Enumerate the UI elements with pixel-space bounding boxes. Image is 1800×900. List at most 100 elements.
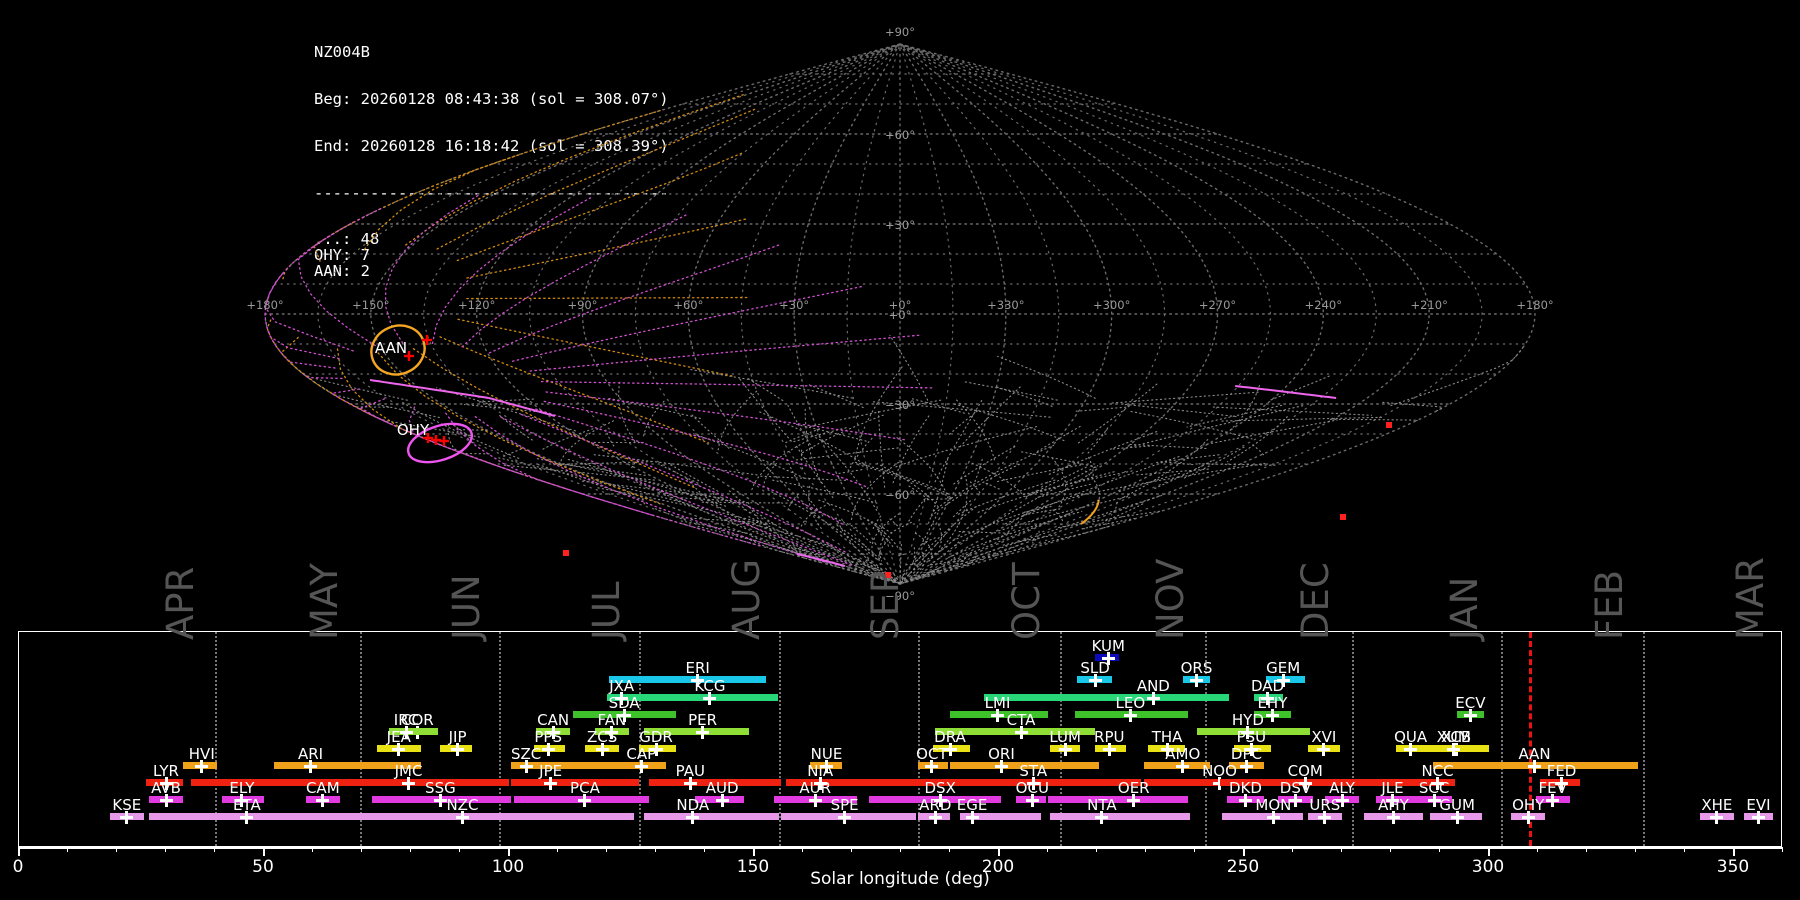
shower-peak-marker[interactable] [1555, 776, 1569, 790]
shower-peak-marker[interactable] [1335, 793, 1349, 807]
shower-peak-marker[interactable] [433, 793, 447, 807]
shower-peak-marker[interactable] [544, 776, 558, 790]
shower-peak-marker[interactable] [1088, 673, 1102, 687]
shower-peak-marker[interactable] [838, 810, 852, 824]
shower-activity-bar[interactable] [1219, 779, 1426, 786]
shower-activity-bar[interactable] [785, 779, 931, 786]
shower-peak-marker[interactable] [451, 742, 465, 756]
shower-peak-marker[interactable] [1239, 759, 1253, 773]
shower-peak-marker[interactable] [1431, 776, 1445, 790]
shower-peak-marker[interactable] [925, 759, 939, 773]
shower-activity-bar[interactable] [1221, 813, 1303, 820]
shower-peak-marker[interactable] [1266, 810, 1280, 824]
shower-peak-marker[interactable] [1317, 742, 1331, 756]
shower-peak-marker[interactable] [578, 793, 592, 807]
shower-peak-marker[interactable] [195, 759, 209, 773]
shower-peak-marker[interactable] [1123, 708, 1137, 722]
shower-peak-marker[interactable] [1101, 651, 1115, 665]
shower-activity-bar[interactable] [1050, 813, 1191, 820]
shower-peak-marker[interactable] [120, 810, 134, 824]
shower-peak-marker[interactable] [813, 776, 827, 790]
shower-peak-marker[interactable] [1025, 793, 1039, 807]
shower-activity-bar[interactable] [643, 813, 779, 820]
shower-peak-marker[interactable] [649, 742, 663, 756]
shower-peak-marker[interactable] [683, 776, 697, 790]
current-sol-marker[interactable] [1528, 632, 1532, 846]
shower-peak-marker[interactable] [1241, 725, 1255, 739]
shower-peak-marker[interactable] [1058, 742, 1072, 756]
shower-peak-marker[interactable] [1528, 759, 1542, 773]
shower-peak-marker[interactable] [696, 725, 710, 739]
shower-peak-marker[interactable] [402, 776, 416, 790]
shower-activity-bar[interactable] [273, 762, 421, 769]
shower-peak-marker[interactable] [615, 691, 629, 705]
shower-peak-marker[interactable] [634, 759, 648, 773]
shower-peak-marker[interactable] [1447, 742, 1461, 756]
sky-map-panel[interactable]: AAN OHY +180° +150° +120° +90° +60° +30° +0° +33… [0, 0, 1800, 625]
shower-peak-marker[interactable] [928, 810, 942, 824]
shower-peak-marker[interactable] [1427, 793, 1441, 807]
shower-peak-marker[interactable] [1710, 810, 1724, 824]
shower-peak-marker[interactable] [617, 708, 631, 722]
shower-peak-marker[interactable] [605, 725, 619, 739]
shower-peak-marker[interactable] [1146, 691, 1160, 705]
shower-peak-marker[interactable] [240, 810, 254, 824]
shower-peak-marker[interactable] [1752, 810, 1765, 824]
shower-peak-marker[interactable] [1160, 742, 1174, 756]
shower-peak-marker[interactable] [1463, 708, 1477, 722]
shower-peak-marker[interactable] [715, 793, 729, 807]
shower-activity-bar[interactable] [190, 779, 509, 786]
shower-peak-marker[interactable] [1521, 810, 1535, 824]
shower-activity-bar[interactable] [543, 762, 666, 769]
shower-peak-marker[interactable] [1189, 673, 1203, 687]
shower-peak-marker[interactable] [1386, 810, 1400, 824]
shower-peak-marker[interactable] [392, 742, 406, 756]
shower-peak-marker[interactable] [994, 759, 1008, 773]
shower-peak-marker[interactable] [235, 793, 249, 807]
shower-peak-marker[interactable] [1385, 793, 1399, 807]
shower-peak-marker[interactable] [399, 725, 413, 739]
shower-peak-marker[interactable] [943, 742, 957, 756]
shower-peak-marker[interactable] [541, 742, 555, 756]
shower-peak-marker[interactable] [933, 793, 947, 807]
shower-peak-marker[interactable] [991, 708, 1005, 722]
shower-peak-marker[interactable] [965, 810, 979, 824]
shower-peak-marker[interactable] [1026, 776, 1040, 790]
shower-peak-marker[interactable] [1014, 725, 1028, 739]
shower-peak-marker[interactable] [1102, 742, 1116, 756]
shower-activity-bar[interactable] [388, 813, 634, 820]
shower-activity-bar[interactable] [609, 676, 767, 683]
shower-peak-marker[interactable] [304, 759, 318, 773]
activity-timeline-panel[interactable]: APR MAY JUN JUL AUG SEP OCT NOV DEC JAN FEB MAR KUM E… [18, 557, 1782, 847]
shower-peak-marker[interactable] [691, 673, 705, 687]
shower-peak-marker[interactable] [1318, 810, 1332, 824]
shower-peak-marker[interactable] [455, 810, 469, 824]
shower-peak-marker[interactable] [686, 810, 700, 824]
shower-peak-marker[interactable] [1546, 793, 1560, 807]
shower-peak-marker[interactable] [316, 793, 330, 807]
shower-peak-marker[interactable] [1265, 708, 1279, 722]
shower-activity-bar[interactable] [1048, 796, 1188, 803]
shower-peak-marker[interactable] [820, 759, 834, 773]
shower-activity-bar[interactable] [648, 779, 781, 786]
shower-activity-bar[interactable] [984, 694, 1230, 701]
shower-peak-marker[interactable] [1404, 742, 1418, 756]
shower-activity-bar[interactable] [511, 779, 639, 786]
shower-peak-marker[interactable] [1127, 793, 1141, 807]
shower-peak-marker[interactable] [159, 776, 173, 790]
shower-peak-marker[interactable] [1288, 793, 1302, 807]
shower-peak-marker[interactable] [1176, 759, 1190, 773]
shower-activity-bar[interactable] [950, 762, 1100, 769]
shower-activity-bar[interactable] [148, 813, 389, 820]
shower-peak-marker[interactable] [546, 725, 560, 739]
shower-peak-marker[interactable] [703, 691, 717, 705]
shower-peak-marker[interactable] [1261, 691, 1275, 705]
shower-peak-marker[interactable] [519, 759, 533, 773]
shower-peak-marker[interactable] [1298, 776, 1312, 790]
shower-peak-marker[interactable] [1276, 673, 1290, 687]
shower-peak-marker[interactable] [1238, 793, 1252, 807]
shower-peak-marker[interactable] [1450, 810, 1464, 824]
shower-activity-bar[interactable] [959, 813, 1041, 820]
shower-peak-marker[interactable] [808, 793, 822, 807]
shower-peak-marker[interactable] [595, 742, 609, 756]
